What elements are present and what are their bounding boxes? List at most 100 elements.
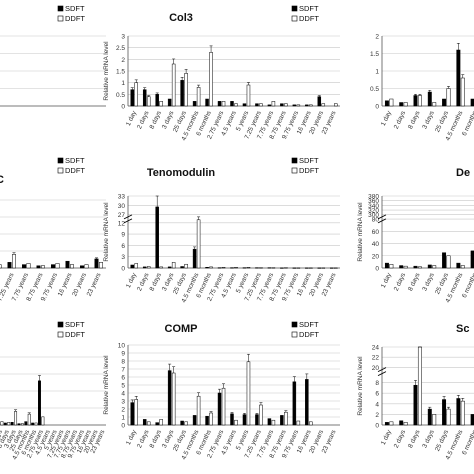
y-tick-label: 3 — [121, 34, 125, 41]
legend-label: DDFT — [65, 330, 85, 339]
y-tick-label: 9 — [121, 351, 125, 358]
legend-label: SDFT — [299, 320, 319, 329]
sdft-bar — [230, 267, 234, 269]
ddft-bar — [446, 255, 451, 269]
axis-break — [377, 214, 387, 224]
y-tick-label: 20 — [372, 253, 380, 260]
sdft-bar — [280, 415, 284, 426]
sdft-bar — [22, 264, 27, 269]
y-tick-label: 10 — [118, 343, 126, 350]
sdft-bar — [280, 267, 284, 269]
y-tick-label: 40 — [372, 241, 380, 248]
ddft-bar — [159, 266, 163, 269]
sdft-bar — [292, 104, 297, 107]
y-tick-label: 6 — [121, 375, 125, 382]
ddft-bar — [389, 264, 394, 269]
ddft-bar — [417, 95, 422, 107]
legend-label: DDFT — [299, 330, 319, 339]
sdft-bar — [65, 260, 70, 269]
ddft-bar — [460, 400, 465, 426]
y-tick-label: 380 — [368, 194, 379, 201]
ddft-bar — [432, 414, 437, 426]
ddft-bar — [284, 103, 288, 107]
sdft-bar — [317, 96, 322, 107]
axis-break — [377, 367, 387, 377]
sdft-bar — [280, 103, 284, 107]
legend-swatch — [57, 15, 64, 22]
sdft-bar — [292, 381, 297, 426]
y-tick-label: 22 — [372, 355, 380, 362]
sdft-bar — [384, 100, 389, 107]
x-tick-label: 1 day — [380, 109, 393, 127]
y-tick-label: 4 — [375, 401, 379, 408]
ddft-bar — [221, 101, 226, 107]
x-tick-label: 1 day — [380, 428, 393, 446]
sdft-bar — [305, 104, 309, 107]
chart-title: Tenomodulin — [147, 167, 216, 179]
x-tick-label: 8 days — [407, 428, 422, 449]
y-tick-label: 2 — [121, 407, 125, 414]
sdft-bar — [470, 414, 474, 426]
ddft-bar — [146, 266, 151, 269]
sdft-bar — [205, 98, 209, 107]
y-tick-label: 0 — [121, 104, 125, 111]
y-tick-label: 7 — [121, 367, 125, 374]
sdft-bar — [427, 408, 432, 426]
legend-label: SDFT — [65, 320, 85, 329]
ddft-bar — [12, 254, 16, 269]
ddft-bar — [20, 423, 24, 426]
ddft-bar — [259, 103, 263, 107]
y-tick-label: 300 — [368, 212, 379, 219]
ddft-bar — [234, 419, 238, 426]
ddft-bar — [159, 101, 163, 107]
ddft-bar — [309, 267, 313, 269]
sdft-bar — [192, 101, 197, 107]
sdft-bar — [155, 422, 159, 426]
sdft-bar — [427, 91, 432, 107]
sdft-bar — [230, 101, 234, 107]
legend-label: DDFT — [65, 166, 85, 175]
sdft-bar — [167, 370, 172, 426]
ddft-bar — [134, 263, 138, 269]
y-tick-label: 60 — [372, 229, 380, 236]
y-tick-label: 0.5 — [116, 92, 125, 99]
sdft-bar — [130, 89, 134, 107]
sdft-bar — [242, 414, 247, 426]
sdft-bar — [267, 104, 272, 107]
x-tick-label: 8 days — [407, 109, 422, 130]
x-tick-label: 2 days — [393, 271, 408, 292]
y-tick-label: 12 — [118, 220, 126, 227]
y-tick-label: 8 — [375, 380, 379, 387]
ddft-bar — [460, 265, 465, 269]
sdft-bar — [192, 415, 197, 426]
ddft-bar — [146, 421, 151, 426]
y-axis-label: Relative mRNA level — [103, 202, 110, 262]
y-tick-label: 0 — [375, 266, 379, 273]
ddft-bar — [14, 411, 18, 426]
legend-swatch — [291, 15, 298, 22]
y-tick-label: 0 — [121, 266, 125, 273]
sdft-bar — [130, 264, 134, 269]
ddft-bar — [234, 266, 238, 269]
sdft-bar — [155, 206, 159, 269]
ddft-bar — [432, 265, 437, 269]
ddft-bar — [209, 52, 213, 107]
legend-label: SDFT — [299, 4, 319, 13]
sdft-bar — [155, 94, 159, 107]
x-tick-label: 3 days — [421, 271, 436, 292]
sdft-bar — [399, 420, 404, 426]
ddft-bar — [271, 267, 276, 269]
ddft-bar — [184, 263, 188, 269]
sdft-bar — [305, 379, 309, 426]
ddft-bar — [432, 102, 437, 107]
sdft-bar — [24, 421, 28, 426]
sdft-bar — [427, 264, 432, 269]
ddft-bar — [171, 63, 176, 107]
sdft-bar — [413, 384, 418, 426]
legend-swatch — [291, 331, 298, 338]
sdft-bar — [217, 267, 222, 269]
ddft-bar — [334, 267, 338, 269]
chart-title: Sc — [456, 323, 469, 335]
ddft-bar — [184, 73, 188, 107]
y-tick-label: 2 — [375, 412, 379, 419]
